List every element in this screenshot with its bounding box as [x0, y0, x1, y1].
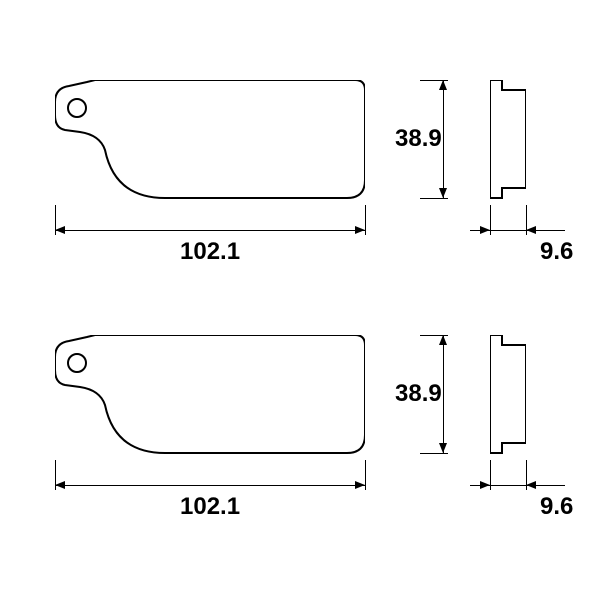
- arrowhead-icon: [55, 226, 65, 234]
- arrowhead-icon: [480, 226, 490, 234]
- brake-pad-face-bottom: [55, 335, 365, 460]
- arrowhead-icon: [439, 335, 447, 345]
- ext-line: [365, 460, 366, 490]
- ext-line: [420, 453, 448, 454]
- dim-thickness-value: 9.6: [540, 493, 573, 521]
- dim-width-value: 102.1: [180, 493, 240, 521]
- brake-pad-side-top: [490, 80, 526, 205]
- dim-height-line: [443, 80, 444, 198]
- ext-line: [420, 198, 448, 199]
- ext-line: [365, 205, 366, 235]
- arrowhead-icon: [439, 443, 447, 453]
- brake-pad-side-bottom: [490, 335, 526, 460]
- dim-height-line: [443, 335, 444, 453]
- dim-thickness-value: 9.6: [540, 238, 573, 266]
- dim-width-value: 102.1: [180, 238, 240, 266]
- tech-drawing: 102.1 38.9 9.6: [0, 0, 600, 600]
- arrowhead-icon: [355, 226, 365, 234]
- pad-row-top: 102.1 38.9 9.6: [0, 60, 600, 260]
- dim-height-value: 38.9: [395, 125, 442, 153]
- pad-row-bottom: 102.1 38.9 9.6: [0, 315, 600, 515]
- arrowhead-icon: [526, 226, 536, 234]
- arrowhead-icon: [439, 188, 447, 198]
- arrowhead-icon: [526, 481, 536, 489]
- arrowhead-icon: [439, 80, 447, 90]
- brake-pad-face-top: [55, 80, 365, 205]
- arrowhead-icon: [480, 481, 490, 489]
- arrowhead-icon: [55, 481, 65, 489]
- dim-width-line: [55, 230, 365, 231]
- arrowhead-icon: [355, 481, 365, 489]
- dim-height-value: 38.9: [395, 380, 442, 408]
- dim-width-line: [55, 485, 365, 486]
